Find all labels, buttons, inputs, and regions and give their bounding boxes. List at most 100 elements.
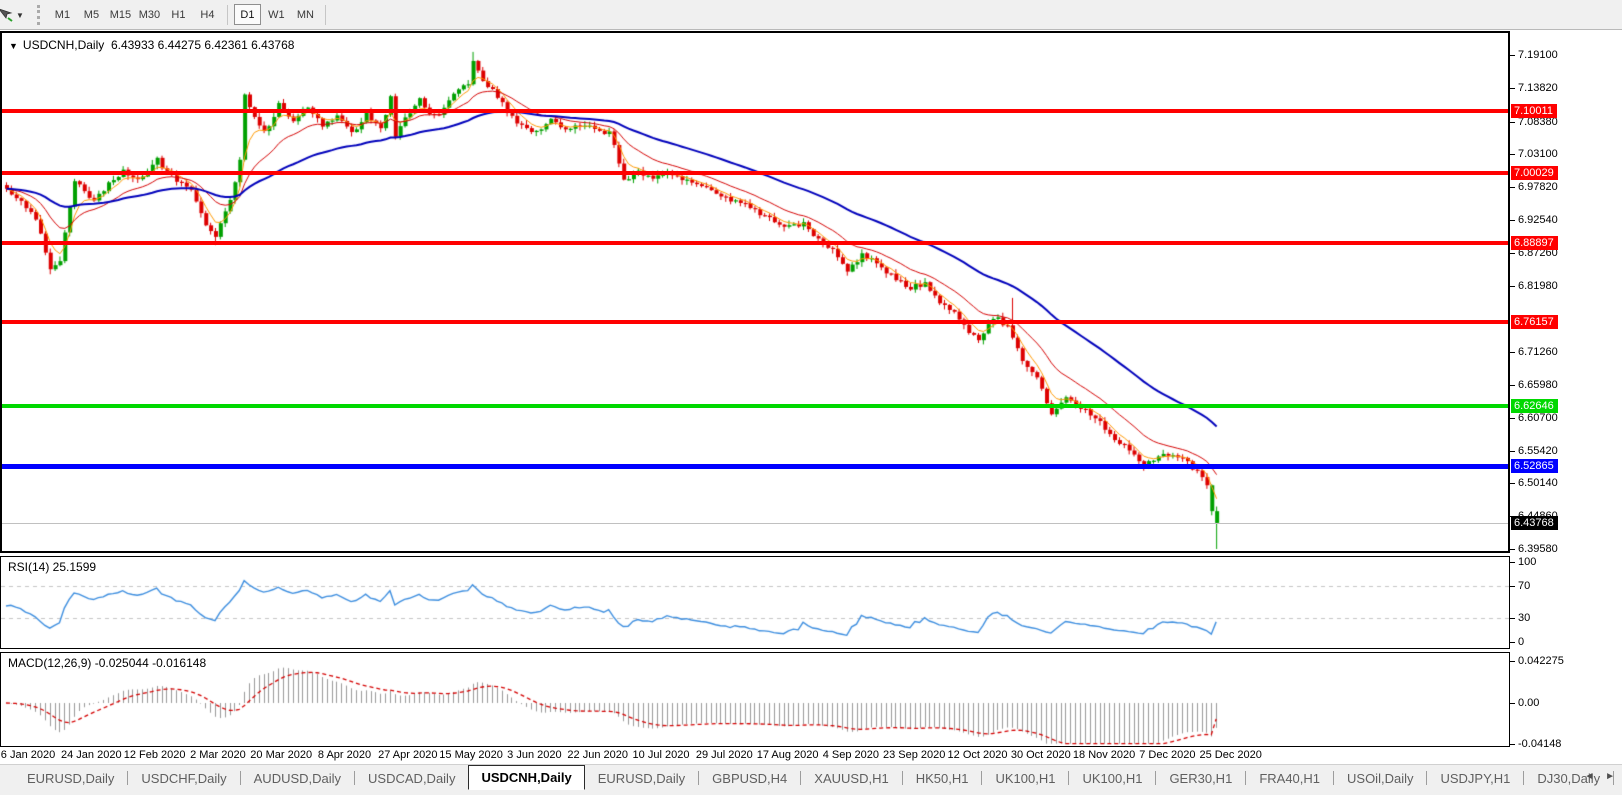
date-axis[interactable]: 6 Jan 2020 24 Jan 2020 12 Feb 2020 2 Mar 20… (0, 748, 1510, 763)
date-label-16: 30 Oct 2020 (1010, 749, 1071, 761)
chart-tab-uk100-h1-10[interactable]: UK100,H1 (1082, 770, 1143, 786)
date-label-3: 2 Mar 2020 (190, 749, 246, 761)
date-label-15: 12 Oct 2020 (947, 749, 1008, 761)
tab-scroll-arrows[interactable]: ◄ ► (1584, 771, 1619, 782)
rsi-indicator-panel[interactable]: RSI(14) 25.1599 (0, 556, 1510, 649)
chart-symbol-period: USDCNH,Daily (22, 38, 105, 52)
date-label-5: 8 Apr 2020 (317, 749, 372, 761)
chart-title: ▼ USDCNH,Daily 6.43933 6.44275 6.42361 6.… (9, 38, 294, 52)
cursor-tool-icon[interactable] (0, 6, 15, 24)
timeframe-button-group: M1 M5 M15 M30 H1 H4 D1 W1 MN (48, 4, 331, 25)
timeframe-button-M1[interactable]: M1 (54, 8, 71, 21)
level-badge-6.52865: 6.52865 (1511, 459, 1558, 474)
chart-tab-gbpusd-h4-6[interactable]: GBPUSD,H4 (712, 770, 788, 786)
timeframe-button-MN[interactable]: MN (296, 8, 314, 21)
collapse-chart-icon[interactable]: ▼ (9, 41, 18, 51)
price-tick-7.19100: 7.19100 (1518, 49, 1558, 61)
date-label-8: 3 Jun 2020 (507, 749, 562, 761)
main-chart-panel[interactable]: ▼ USDCNH,Daily 6.43933 6.44275 6.42361 6.… (0, 31, 1510, 553)
date-label-17: 18 Nov 2020 (1072, 749, 1136, 761)
price-tick-6.81980-dash (1510, 285, 1515, 287)
timeframe-button-M5[interactable]: M5 (83, 8, 100, 21)
support-resistance-line-6.76157[interactable] (2, 319, 1508, 324)
support-resistance-line-6.62646[interactable] (2, 403, 1508, 408)
price-tick-6.50140: 6.50140 (1518, 477, 1558, 490)
chart-tab-usdcnh-daily-4[interactable]: USDCNH,Daily (468, 765, 585, 790)
date-label-6: 27 Apr 2020 (378, 749, 438, 761)
price-axis[interactable]: 7.19100 7.13820 7.08380 7.03100 6.97820 6.925… (1510, 31, 1622, 751)
status-strip (0, 791, 1622, 795)
rsi-tick-30: 30 (1518, 612, 1531, 624)
timeframe-button-H1[interactable]: H1 (171, 8, 186, 21)
chart-tab-xauusd-h1-7[interactable]: XAUUSD,H1 (814, 770, 889, 786)
price-tick-6.71260: 6.71260 (1518, 346, 1558, 359)
level-badge-6.62646: 6.62646 (1511, 398, 1558, 413)
timeframe-button-M15[interactable]: M15 (109, 8, 132, 21)
chart-tab-usdjpy-h1-14[interactable]: USDJPY,H1 (1440, 770, 1511, 786)
price-tick-6.39580: 6.39580 (1518, 543, 1558, 555)
price-tick-6.65980: 6.65980 (1518, 378, 1558, 391)
price-tick-6.81980: 6.81980 (1518, 279, 1558, 292)
chart-tab-usdchf-daily-1[interactable]: USDCHF,Daily (141, 770, 227, 786)
chart-tab-eurusd-daily-0[interactable]: EURUSD,Daily (27, 770, 115, 786)
rsi-canvas[interactable] (1, 557, 1509, 648)
price-tick-6.97820: 6.97820 (1518, 181, 1558, 194)
chart-tab-audusd-daily-2[interactable]: AUDUSD,Daily (253, 770, 342, 786)
price-tick-6.65980-dash (1510, 384, 1515, 386)
level-badge-7.10011: 7.10011 (1511, 104, 1557, 119)
date-label-13: 4 Sep 2020 (822, 749, 880, 761)
tab-separator (354, 771, 356, 785)
price-tick-6.39580-dash (1510, 549, 1515, 550)
toolbar-separator (324, 4, 326, 25)
toolbar-separator (226, 4, 228, 25)
price-tick-7.13820: 7.13820 (1518, 81, 1558, 94)
macd-tick--0.04148: -0.04148 (1518, 738, 1562, 751)
chart-tab-hk50-h1-8[interactable]: HK50,H1 (915, 770, 969, 786)
chart-ohlc-readout: 6.43933 6.44275 6.42361 6.43768 (110, 38, 295, 52)
date-label-11: 29 Jul 2020 (695, 749, 753, 761)
chart-tab-usdcad-daily-3[interactable]: USDCAD,Daily (368, 770, 456, 786)
price-tick-6.92540: 6.92540 (1518, 213, 1558, 226)
timeframe-button-W1[interactable]: W1 (268, 8, 285, 21)
date-label-18: 7 Dec 2020 (1139, 749, 1196, 761)
macd-tick-0.042275-dash (1510, 661, 1515, 663)
macd-tick-0.00-dash (1510, 703, 1515, 704)
tab-separator (127, 771, 129, 785)
chart-tab-uk100-h1-9[interactable]: UK100,H1 (995, 770, 1056, 786)
price-tick-6.71260-dash (1510, 352, 1515, 354)
support-resistance-line-7.10011[interactable] (2, 109, 1508, 114)
toolbar-drag-handle[interactable] (36, 4, 40, 25)
chart-tab-eurusd-daily-5[interactable]: EURUSD,Daily (597, 770, 686, 786)
support-resistance-line-6.52865[interactable] (2, 463, 1508, 469)
tab-separator (981, 771, 983, 785)
price-tick-6.60700-dash (1510, 417, 1515, 419)
price-tick-6.60700: 6.60700 (1518, 411, 1558, 424)
macd-canvas[interactable] (1, 653, 1509, 746)
timeframe-button-M30[interactable]: M30 (138, 8, 161, 21)
tab-separator (239, 771, 241, 785)
chart-tab-dj30-daily-15[interactable]: DJ30,Daily (1537, 770, 1601, 786)
tab-separator (1155, 771, 1157, 785)
chart-tab-ger30-h1-11[interactable]: GER30,H1 (1169, 770, 1233, 786)
price-tick-7.19100-dash (1510, 55, 1515, 56)
chart-tab-fra40-h1-12[interactable]: FRA40,H1 (1259, 770, 1321, 786)
date-label-12: 17 Aug 2020 (756, 749, 819, 761)
macd-tick-0.00: 0.00 (1518, 697, 1540, 709)
date-label-4: 20 Mar 2020 (250, 749, 313, 761)
macd-indicator-panel[interactable]: MACD(12,26,9) -0.025044 -0.016148 (0, 652, 1510, 747)
tab-separator (901, 771, 903, 785)
timeframe-button-D1[interactable]: D1 (233, 4, 261, 25)
level-badge-6.88897: 6.88897 (1511, 235, 1558, 250)
level-badge-7.00029: 7.00029 (1511, 166, 1558, 181)
support-resistance-line-7.00029[interactable] (2, 171, 1508, 176)
support-resistance-line-6.88897[interactable] (2, 240, 1508, 245)
rsi-tick-100-dash (1510, 562, 1515, 563)
cursor-tool-group: ▼ (0, 0, 31, 29)
timeframe-button-H4[interactable]: H4 (200, 8, 215, 21)
chart-tab-usoil-daily-13[interactable]: USOil,Daily (1347, 770, 1414, 786)
price-tick-6.92540-dash (1510, 219, 1515, 221)
macd-label: MACD(12,26,9) -0.025044 -0.016148 (8, 656, 207, 670)
date-label-0: 6 Jan 2020 (0, 749, 56, 761)
tool-dropdown-caret[interactable]: ▼ (16, 11, 24, 20)
